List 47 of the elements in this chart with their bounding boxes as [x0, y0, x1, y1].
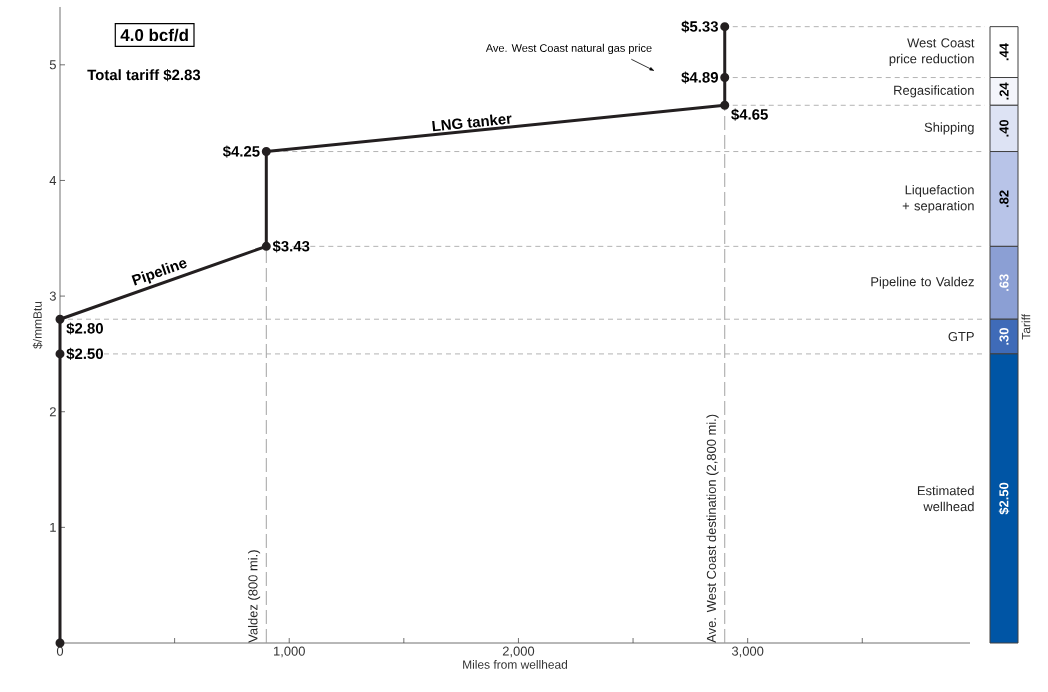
series-label: GTP [948, 331, 974, 342]
data-label: $4.25 [222, 145, 260, 158]
y-tick-label: 3 [49, 291, 56, 301]
data-label: $2.80 [66, 322, 103, 335]
point [55, 638, 65, 648]
point [720, 22, 730, 32]
data-label: .24 [999, 82, 1009, 100]
data-label: $4.89 [681, 71, 718, 84]
y-axis-title: Tariff [1021, 313, 1031, 340]
series-label: Shipping [924, 122, 974, 135]
data-label: $5.33 [681, 20, 718, 33]
point [261, 241, 271, 251]
data-label: $2.50 [998, 482, 1010, 515]
ref-line-label: Ave. West Coast destination (2,800 mi.) [706, 414, 719, 643]
x-tick-label: 1,000 [274, 646, 305, 658]
data-label: .44 [999, 43, 1009, 61]
data-label: $2.50 [66, 347, 103, 361]
annotation: 4.0 bcf/d [120, 28, 188, 42]
x-tick-label: 3,000 [731, 646, 764, 658]
y-tick-label: 1 [50, 522, 56, 532]
point [720, 73, 730, 83]
data-label: .40 [999, 119, 1009, 137]
point [261, 147, 271, 157]
data-label: .30 [999, 328, 1009, 345]
annotation: Total tariff $2.83 [87, 68, 201, 82]
y-tick-label: 5 [49, 60, 56, 70]
x-tick-label: 0 [56, 646, 64, 656]
series-label: Regasification [894, 85, 974, 98]
point [55, 349, 65, 359]
series-label: Pipeline to Valdez [871, 276, 974, 289]
data-label: .63 [999, 274, 1009, 291]
x-tick-label: 2,000 [502, 646, 535, 658]
data-label: $4.65 [731, 108, 768, 121]
series-label: Estimated wellhead [917, 485, 974, 512]
x-axis-title: Miles from wellhead [463, 660, 568, 669]
point [55, 314, 65, 324]
annotation: Ave. West Coast natural gas price [485, 43, 652, 55]
series-label: West Coast price reduction [889, 38, 975, 66]
y-tick-label: 2 [49, 407, 56, 417]
series-label: Liquefaction + separation [902, 184, 974, 213]
ref-line-label: Valdez (800 mi.) [248, 550, 261, 643]
data-label: .82 [999, 190, 1009, 208]
annotation: LNG tanker [432, 114, 512, 132]
data-label: $3.43 [272, 240, 310, 253]
y-axis-title: $/mmBtu [32, 301, 43, 349]
point [720, 100, 730, 110]
y-tick-label: 4 [49, 176, 57, 185]
